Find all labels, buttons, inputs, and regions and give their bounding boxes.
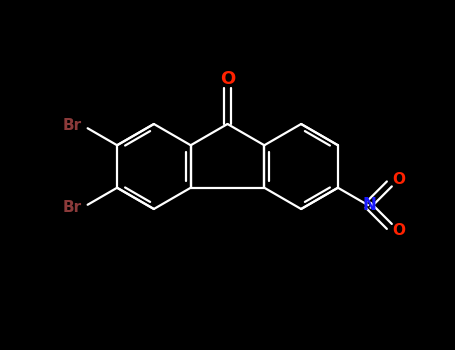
Text: O: O	[220, 70, 235, 88]
Text: N: N	[362, 196, 376, 214]
Text: Br: Br	[62, 118, 81, 133]
Text: O: O	[392, 173, 405, 188]
Text: O: O	[392, 223, 405, 238]
Text: Br: Br	[62, 200, 81, 215]
